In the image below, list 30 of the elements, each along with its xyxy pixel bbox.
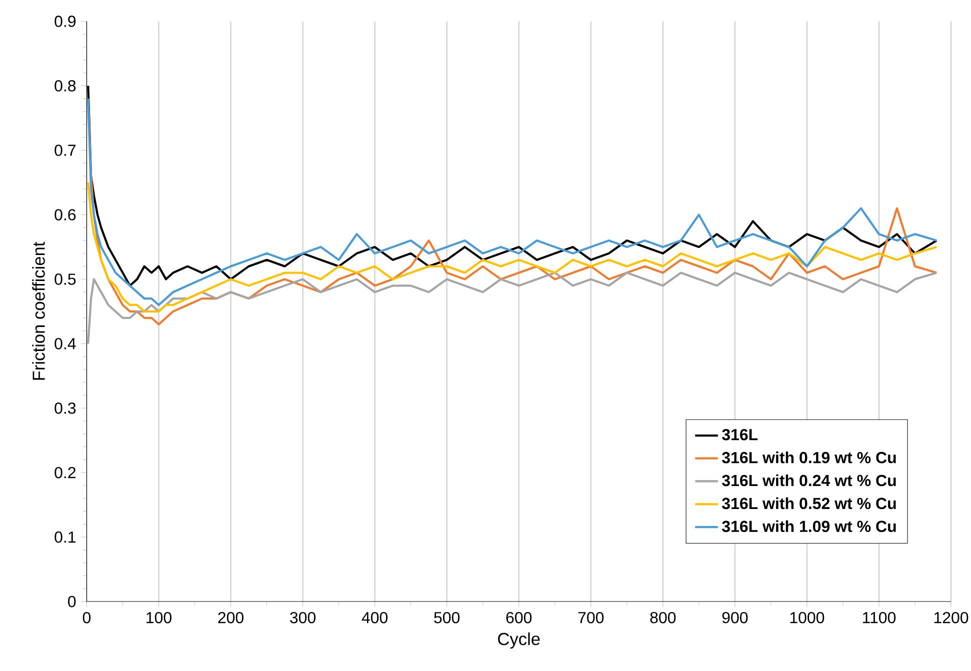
x-tick-label: 300: [290, 612, 316, 624]
x-tick-label: 200: [218, 612, 244, 624]
x-tick-label: 600: [506, 612, 532, 624]
x-tick-label: 1000: [790, 612, 824, 624]
x-tick-label: 100: [146, 612, 172, 624]
legend-label: 316L with 0.52 wt % Cu: [722, 497, 896, 510]
y-tick-label: 0.3: [54, 402, 76, 414]
y-tick-label: 0.7: [54, 144, 76, 156]
legend-label: 316L with 1.09 wt % Cu: [722, 520, 896, 532]
x-tick-label: 700: [578, 612, 604, 624]
y-tick-label: 0.8: [54, 80, 76, 92]
y-tick-label: 0.9: [54, 16, 76, 28]
x-tick-label: 1100: [862, 612, 896, 624]
y-tick-label: 0.5: [54, 274, 76, 285]
y-tick-label: 0.6: [54, 209, 76, 220]
x-tick-label: 900: [722, 612, 748, 624]
y-tick-label: 0.2: [54, 466, 76, 478]
x-tick-label: 1200: [934, 612, 968, 624]
y-axis-title: Friction coefficient: [32, 242, 45, 380]
legend-label: 316L: [722, 429, 758, 440]
y-tick-label: 0: [68, 596, 76, 608]
x-tick-label: 800: [650, 612, 676, 624]
x-tick-label: 0: [82, 612, 91, 624]
y-tick-label: 0.1: [54, 531, 76, 543]
legend-label: 316L with 0.24 wt % Cu: [722, 474, 896, 486]
x-axis-title: Cycle: [498, 632, 540, 649]
x-tick-label: 500: [434, 612, 460, 624]
x-tick-label: 400: [362, 612, 388, 624]
legend-label: 316L with 0.19 wt % Cu: [722, 452, 896, 464]
y-tick-label: 0.4: [54, 338, 76, 350]
